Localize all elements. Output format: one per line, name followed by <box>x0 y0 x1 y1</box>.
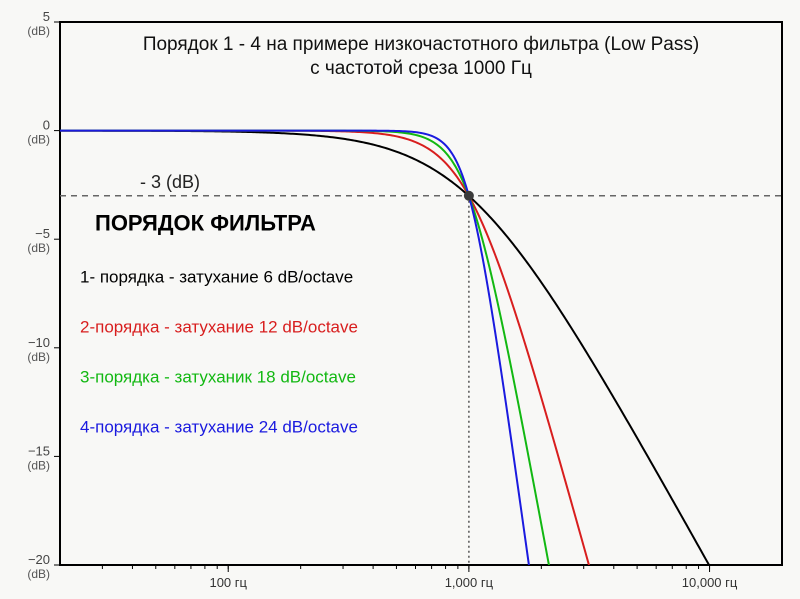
legend-item-4: 4-порядка - затухание 24 dB/octave <box>80 418 358 437</box>
y-tick-label: −20 <box>28 552 50 567</box>
x-tick-label: 100 гц <box>209 575 247 590</box>
legend-item-2: 2-порядка - затухание 12 dB/octave <box>80 318 358 337</box>
y-tick-unit: (dB) <box>27 350 50 364</box>
y-tick-label: −5 <box>35 226 50 241</box>
chart-title-line1: Порядок 1 - 4 на примере низкочастотного… <box>143 34 699 55</box>
chart-title-line2: с частотой среза 1000 Гц <box>310 58 532 79</box>
legend-title: ПОРЯДОК ФИЛЬТРА <box>95 211 316 236</box>
legend-item-1: 1- порядка - затухание 6 dB/octave <box>80 268 353 287</box>
y-tick-unit: (dB) <box>27 241 50 255</box>
curve-order1 <box>60 131 782 599</box>
y-tick-label: 5 <box>43 9 50 24</box>
curve-order4 <box>60 131 782 599</box>
legend-item-3: 3-порядка - затуханик 18 dB/octave <box>80 368 356 387</box>
y-tick-unit: (dB) <box>27 458 50 472</box>
plot-area <box>60 22 782 565</box>
minus-3db-point <box>464 191 474 201</box>
x-tick-label: 1,000 гц <box>445 575 494 590</box>
y-tick-unit: (dB) <box>27 567 50 581</box>
minus-3db-label: - 3 (dB) <box>140 172 200 192</box>
curve-order3 <box>60 131 782 599</box>
y-tick-label: −15 <box>28 443 50 458</box>
y-tick-unit: (dB) <box>27 133 50 147</box>
curves-group <box>60 131 782 599</box>
filter-response-chart: 5(dB)0(dB)−5(dB)−10(dB)−15(dB)−20(dB) 10… <box>0 0 800 599</box>
y-tick-unit: (dB) <box>27 24 50 38</box>
x-tick-label: 10,000 гц <box>682 575 738 590</box>
y-tick-label: −10 <box>28 335 50 350</box>
curve-order2 <box>60 131 782 599</box>
y-tick-label: 0 <box>43 118 50 133</box>
